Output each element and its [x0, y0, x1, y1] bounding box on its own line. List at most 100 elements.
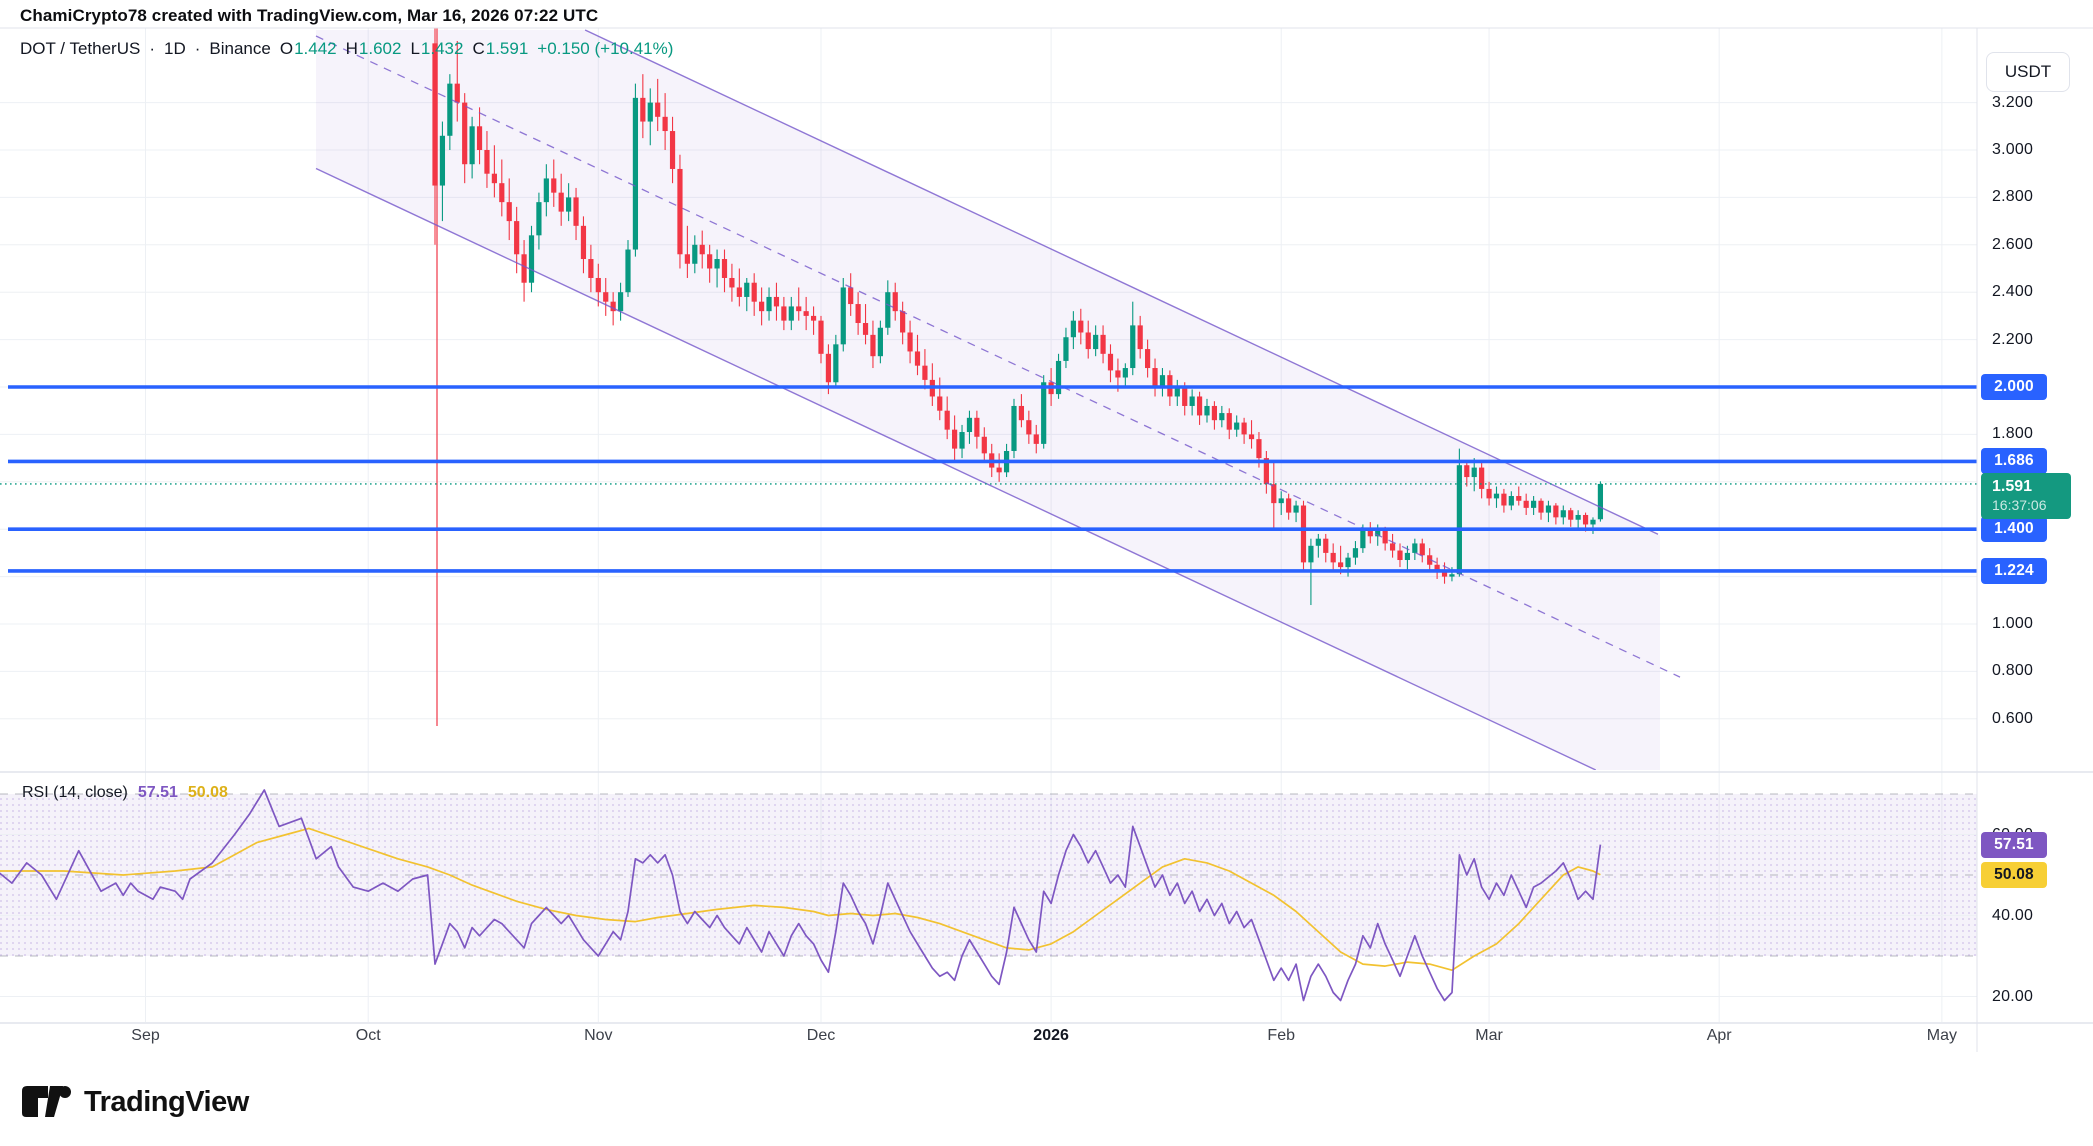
candle-body: [877, 327, 883, 357]
candle-body: [588, 259, 594, 278]
candle-body: [617, 292, 624, 312]
candle-body: [1404, 552, 1411, 561]
channel-upper-line[interactable]: [584, 29, 1659, 535]
time-axis-label[interactable]: 2026: [1033, 1027, 1069, 1044]
candle-body: [981, 436, 987, 454]
candle-body: [810, 315, 817, 321]
candle-body: [1597, 483, 1604, 520]
channel-midline-dashed[interactable]: [315, 35, 1681, 678]
candle-body: [1174, 387, 1180, 397]
candle-body: [1397, 550, 1403, 561]
time-axis-label[interactable]: Dec: [806, 1027, 836, 1044]
time-axis-label[interactable]: Oct: [355, 1027, 381, 1044]
candle-body: [543, 178, 549, 203]
price-level-badge: 1.400: [1981, 516, 2047, 543]
candle-body: [714, 259, 720, 269]
currency-toggle-button[interactable]: USDT: [1986, 52, 2070, 92]
candle-body: [499, 183, 505, 203]
candle-body: [959, 432, 965, 449]
candle-body: [1241, 422, 1247, 435]
candle-body: [885, 292, 891, 328]
tradingview-logo[interactable]: TradingView: [20, 1082, 249, 1122]
price-pane[interactable]: [0, 27, 1977, 770]
candle-body: [625, 249, 631, 293]
candle-body: [1352, 548, 1359, 558]
attribution-text: ChamiCrypto78 created with TradingView.c…: [20, 6, 599, 25]
bar-countdown: 16:37:06: [1992, 497, 2047, 514]
candle-body: [655, 102, 661, 117]
tradingview-logo-text: TradingView: [84, 1085, 249, 1118]
candle-body: [840, 287, 846, 345]
candle-body: [1553, 505, 1559, 518]
candle-body: [1196, 396, 1203, 416]
timeframe[interactable]: 1D: [163, 39, 186, 58]
candle-body: [1330, 552, 1336, 563]
candle-body: [432, 43, 438, 186]
time-axis-label[interactable]: Sep: [131, 1027, 160, 1044]
candle-body: [751, 282, 757, 302]
price-tick-label: 2.800: [1992, 188, 2034, 206]
candle-body: [692, 244, 698, 264]
price-level-badge: 1.224: [1981, 557, 2047, 584]
candle-body: [1293, 505, 1299, 513]
rsi-ma-line: [0, 827, 1601, 972]
candle-body: [1568, 510, 1574, 520]
candle-body: [1100, 334, 1106, 354]
candle-body: [1115, 370, 1121, 378]
candle-body: [454, 83, 460, 103]
candle-body: [1286, 498, 1292, 513]
price-tick-label: 2.600: [1992, 235, 2034, 253]
candle-body: [1256, 439, 1262, 459]
candle-body: [1078, 320, 1084, 333]
exchange-name: Binance: [209, 39, 271, 58]
time-axis-label[interactable]: Nov: [584, 1027, 613, 1044]
price-tick-label: 1.000: [1992, 615, 2034, 632]
time-axis-label[interactable]: Feb: [1267, 1027, 1296, 1044]
candle-body: [1382, 529, 1388, 544]
candle-body: [1026, 420, 1032, 435]
candle-body: [610, 301, 616, 312]
candle-body: [1560, 510, 1566, 518]
candle-body: [944, 410, 950, 430]
candle-body: [699, 244, 705, 255]
candle-body: [766, 296, 772, 312]
price-tick-label: 2.400: [1992, 283, 2034, 301]
candle-body: [1575, 514, 1581, 520]
rsi-pane[interactable]: [0, 789, 1977, 1002]
time-axis-label[interactable]: May: [1926, 1027, 1957, 1044]
time-axis-label[interactable]: Apr: [1706, 1027, 1732, 1044]
candle-body: [1516, 496, 1522, 501]
candle-body: [462, 102, 468, 165]
candle-body: [759, 301, 765, 312]
candle-body: [447, 83, 453, 136]
candle-body: [677, 168, 683, 255]
candle-body: [996, 467, 1002, 473]
candle-body: [1159, 375, 1166, 387]
channel-lower-line[interactable]: [315, 167, 1597, 770]
rsi-indicator-header[interactable]: RSI (14, close) 57.51 50.08: [22, 784, 228, 802]
candle-body: [870, 334, 876, 357]
price-tick-label: 0.800: [1992, 662, 2034, 680]
time-axis-label[interactable]: Mar: [1475, 1027, 1503, 1044]
ohlc-low: L 1.432: [410, 39, 464, 58]
symbol-name[interactable]: DOT / TetherUS: [20, 39, 141, 58]
candle-body: [1234, 422, 1240, 430]
candle-body: [1479, 467, 1485, 489]
candle-body: [1070, 320, 1076, 338]
candle-body: [1412, 543, 1418, 553]
rsi-value-badge: 50.08: [1981, 861, 2047, 888]
candle-body: [855, 304, 861, 324]
candle-body: [1182, 387, 1188, 406]
candle-body: [1456, 465, 1462, 575]
symbol-header[interactable]: DOT / TetherUS · 1D · Binance O 1.442 H 1.…: [20, 38, 673, 60]
candle-body: [603, 292, 609, 302]
ohlc-close: C 1.591: [472, 39, 529, 58]
candle-body: [1130, 325, 1136, 369]
candle-body: [632, 97, 639, 250]
candle-body: [818, 320, 824, 354]
candle-body: [1323, 538, 1329, 553]
candle-body: [491, 173, 497, 184]
candle-body: [862, 323, 869, 335]
